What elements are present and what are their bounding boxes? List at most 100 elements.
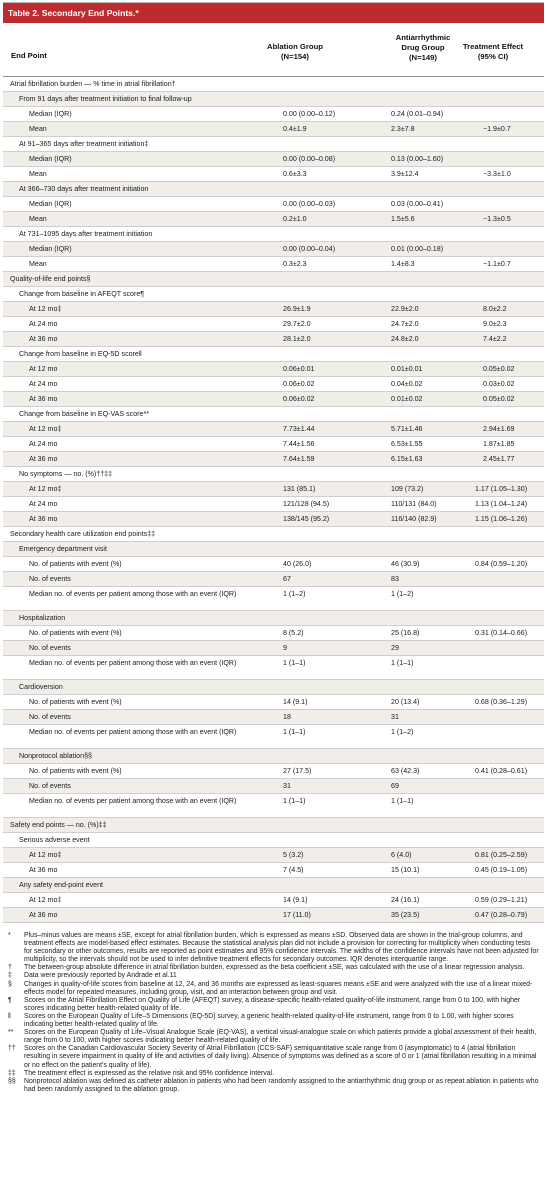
table-row: Median (IQR) 0.00 (0.00–0.08) 0.13 (0.00–1… [3, 152, 544, 167]
table-row: At 12 mo 0.06±0.01 0.01±0.01 0.05±0.02 [3, 362, 544, 377]
ablation-value: 1 (1–2) [283, 590, 306, 598]
footnote: §§ Nonprotocol ablation was defined as ca… [3, 1078, 544, 1094]
row-label: At 36 mo [29, 455, 58, 463]
treatment-effect-value: 0.81 (0.25–2.59) [475, 851, 528, 859]
drug-value: 24.8±2.0 [391, 335, 419, 343]
row-label: No. of events [29, 713, 71, 721]
treatment-effect-value: −1.1±0.7 [483, 260, 511, 268]
row-label: Change from baseline in EQ-VAS score** [19, 410, 149, 418]
table-row: Safety end points — no. (%)‡‡ [3, 818, 544, 833]
footnote: ¶ Scores on the Atrial Fibrillation Effec… [3, 997, 544, 1013]
table-row: Quality-of-life end points§ [3, 272, 544, 287]
treatment-effect-value: 2.45±1.77 [483, 455, 515, 463]
drug-value: 46 (30.9) [391, 560, 420, 568]
secondary-end-points-table: Table 2. Secondary End Points.* End Poin… [3, 2, 544, 1094]
treatment-effect-value: 0.05±0.02 [483, 365, 515, 373]
ablation-value: 40 (26.0) [283, 560, 312, 568]
table-header: End Point Ablation Group (N=154) Antiarr… [3, 23, 544, 77]
drug-value: 83 [391, 575, 399, 583]
ablation-value: 0.3±2.3 [283, 260, 307, 268]
drug-value: 24.7±2.0 [391, 320, 419, 328]
column-header-drug-line-3: (N=149) [409, 53, 437, 62]
ablation-value: 0.00 (0.00–0.03) [283, 200, 336, 208]
footnote: †† Scores on the Canadian Cardiovascular … [3, 1045, 544, 1069]
row-label: From 91 days after treatment initiation … [19, 95, 192, 103]
table-row: Serious adverse event [3, 833, 544, 848]
footnote-symbol: ‡ [8, 972, 12, 980]
table-row: At 12 mo‡ 5 (3.2) 6 (4.0) 0.81 (0.25–2.59) [3, 848, 544, 863]
ablation-value: 18 [283, 713, 291, 721]
drug-value: 0.13 (0.00–1.60) [391, 155, 444, 163]
footnote-symbol: ** [8, 1029, 14, 1037]
treatment-effect-value: 0.68 (0.36–1.29) [475, 698, 528, 706]
table-row: Any safety end-point event [3, 878, 544, 893]
table-row: No. of events 31 69 [3, 779, 544, 794]
ablation-value: 1 (1–1) [283, 659, 306, 667]
drug-value: 6.15±1.63 [391, 455, 423, 463]
row-label: Median no. of events per patient among t… [29, 728, 237, 736]
ablation-value: 28.1±2.0 [283, 335, 311, 343]
table-row: At 36 mo 138/145 (95.2) 116/140 (82.9) 1.15… [3, 512, 544, 527]
table-row: At 36 mo 7 (4.5) 15 (10.1) 0.45 (0.19–1.05) [3, 863, 544, 878]
ablation-value: 26.9±1.9 [283, 305, 311, 313]
table-row: At 36 mo 0.06±0.02 0.01±0.02 0.05±0.02 [3, 392, 544, 407]
ablation-value: 0.00 (0.00–0.08) [283, 155, 336, 163]
column-header-effect-line-1: Treatment Effect [462, 42, 524, 51]
row-label: Hospitalization [19, 614, 66, 622]
treatment-effect-value: 0.84 (0.59–1.20) [475, 560, 528, 568]
row-label: No symptoms — no. (%)††‡‡ [19, 470, 113, 478]
row-label: Mean [29, 260, 47, 268]
table-row: Cardioversion [3, 680, 544, 695]
footnote-symbol: ¶ [8, 996, 12, 1004]
footnote-text: Scores on the European Quality of Life–V… [24, 1029, 537, 1045]
footnote: ** Scores on the European Quality of Life… [3, 1029, 544, 1045]
drug-value: 2.3±7.8 [391, 125, 415, 133]
table-row: Mean 0.4±1.9 2.3±7.8 −1.9±0.7 [3, 122, 544, 137]
treatment-effect-value: 1.17 (1.05–1.30) [475, 485, 528, 493]
ablation-value: 131 (85.1) [283, 485, 316, 493]
footnote-symbol: † [8, 964, 12, 972]
table-row: From 91 days after treatment initiation … [3, 92, 544, 107]
treatment-effect-value: 8.0±2.2 [483, 305, 507, 313]
drug-value: 63 (42.3) [391, 767, 420, 775]
row-label: No. of patients with event (%) [29, 560, 122, 568]
table-row: Change from baseline in AFEQT score¶ [3, 287, 544, 302]
table-row: Nonprotocol ablation§§ [3, 749, 544, 764]
table-row: At 12 mo‡ 14 (9.1) 24 (16.1) 0.59 (0.29–1.2… [3, 893, 544, 908]
column-header-drug-line-1: Antiarrhythmic [395, 33, 451, 42]
table-row: No. of patients with event (%) 14 (9.1) 20… [3, 695, 544, 710]
treatment-effect-value: 1.13 (1.04–1.24) [475, 500, 528, 508]
ablation-value: 7 (4.5) [283, 866, 304, 874]
row-label: At 24 mo [29, 380, 58, 388]
table-row: At 36 mo 7.64±1.59 6.15±1.63 2.45±1.77 [3, 452, 544, 467]
ablation-value: 7.64±1.59 [283, 455, 315, 463]
drug-value: 24 (16.1) [391, 896, 420, 904]
table-footnotes: * Plus–minus values are means ±SE, except… [3, 932, 544, 1094]
ablation-value: 7.73±1.44 [283, 425, 315, 433]
row-label: Median no. of events per patient among t… [29, 797, 237, 805]
drug-value: 0.24 (0.01–0.94) [391, 110, 444, 118]
table-row: At 24 mo 121/128 (94.5) 110/131 (84.0) 1.13… [3, 497, 544, 512]
row-label: Mean [29, 125, 47, 133]
drug-value: 6.53±1.55 [391, 440, 423, 448]
table-row: Median (IQR) 0.00 (0.00–0.12) 0.24 (0.01–0… [3, 107, 544, 122]
footnote-text: Nonprotocol ablation was defined as cath… [24, 1077, 539, 1093]
table-row: No. of patients with event (%) 8 (5.2) 25 … [3, 626, 544, 641]
drug-value: 0.04±0.02 [391, 380, 423, 388]
table-row: Median no. of events per patient among t… [3, 587, 544, 611]
ablation-value: 7.44±1.56 [283, 440, 315, 448]
footnote: ‖ Scores on the European Quality of Life–… [3, 1013, 544, 1029]
row-label: Median (IQR) [29, 200, 72, 208]
row-label: No. of events [29, 782, 71, 790]
row-label: No. of patients with event (%) [29, 629, 122, 637]
treatment-effect-value: −1.3±0.5 [483, 215, 511, 223]
drug-value: 116/140 (82.9) [391, 515, 437, 523]
table-row: Change from baseline in EQ-VAS score** [3, 407, 544, 422]
footnote-symbol: § [8, 980, 12, 988]
row-label: At 91–365 days after treatment initiatio… [19, 140, 149, 148]
ablation-value: 8 (5.2) [283, 629, 304, 637]
ablation-value: 0.06±0.02 [283, 380, 315, 388]
row-label: Change from baseline in EQ-5D score‖ [19, 350, 142, 358]
drug-value: 1 (1–1) [391, 659, 414, 667]
treatment-effect-value: 0.03±0.02 [483, 380, 515, 388]
